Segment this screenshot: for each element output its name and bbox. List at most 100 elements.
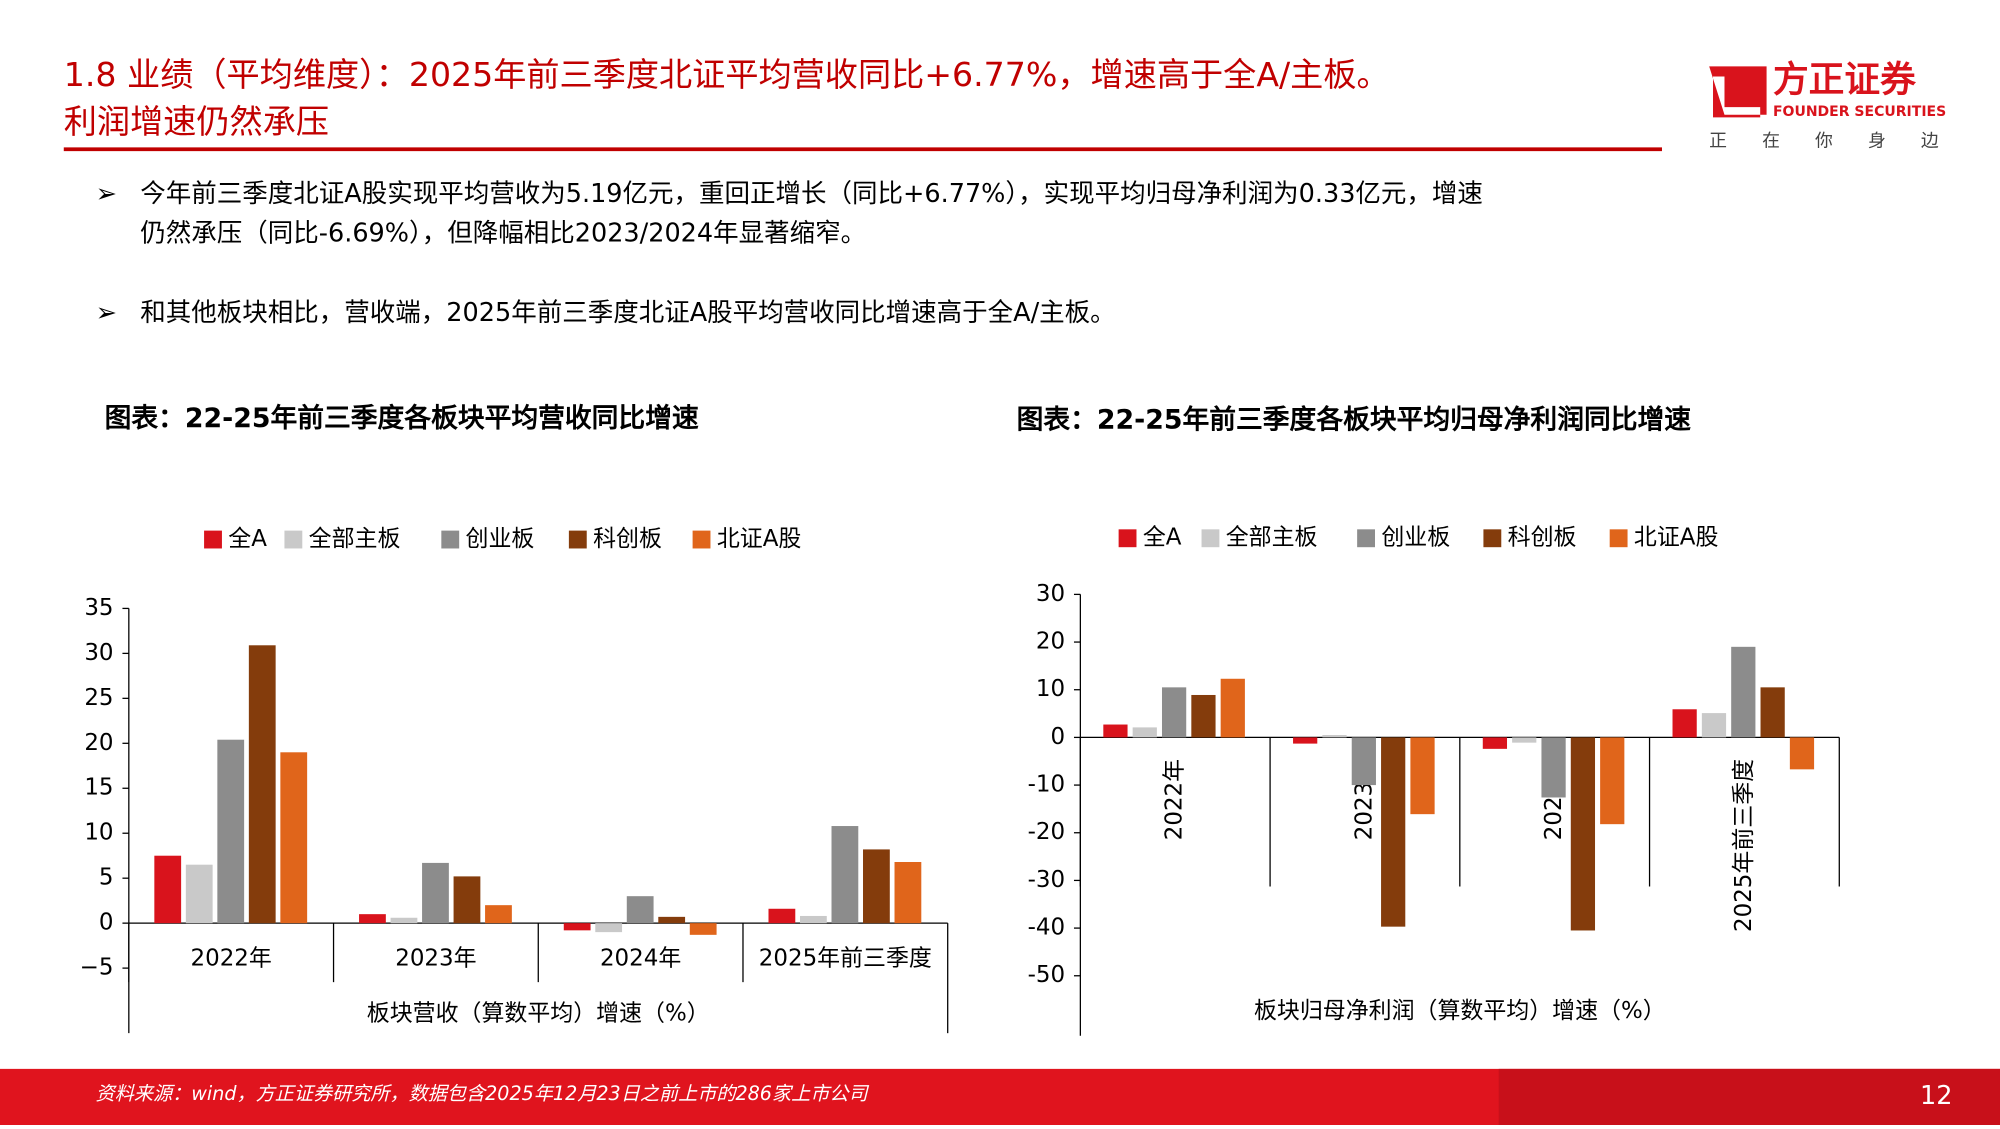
legend-swatch — [1483, 529, 1502, 548]
source: 资料来源：wind，方正证券研究所，数据包含2025年12月23日之前上市的28… — [96, 1082, 870, 1105]
legend-swatch — [1201, 529, 1220, 548]
legend-swatch — [204, 530, 222, 549]
x-tick-label: 2023年 — [395, 946, 476, 972]
bar — [626, 896, 654, 924]
bar — [800, 915, 827, 924]
bar — [595, 923, 623, 933]
bullet-icon: ➢ — [96, 179, 117, 209]
bar — [1322, 735, 1347, 738]
legend-swatch — [1609, 529, 1628, 548]
bar — [768, 908, 796, 924]
bar — [1351, 737, 1376, 786]
x-tick-label: 2025年前三季度 — [1731, 759, 1757, 932]
bar — [390, 917, 418, 924]
bar — [563, 923, 591, 931]
x-axis-title: 板块归母净利润（算数平均）增速（%） — [1254, 998, 1666, 1024]
bar — [1482, 737, 1508, 749]
bar — [422, 862, 449, 924]
logo-en: FOUNDER SECURITIES — [1773, 104, 1946, 120]
bar — [1701, 713, 1727, 738]
title: 利润增速仍然承压 — [64, 102, 329, 141]
y-tick-label: 15 — [84, 775, 113, 801]
bar — [1191, 694, 1216, 738]
x-tick-label: 2022年 — [1162, 759, 1188, 840]
y-tick-label: 10 — [1036, 676, 1065, 702]
y-tick-label: 20 — [84, 730, 113, 756]
bar — [1600, 737, 1625, 825]
logo: 方正证券 — [1773, 60, 1916, 101]
page-number: 12 — [1920, 1081, 1952, 1111]
legend-label: 全部主板 — [309, 526, 401, 552]
y-tick-label: -10 — [1028, 772, 1065, 798]
bar — [453, 876, 481, 924]
title: 1.8 业绩（平均维度）：2025年前三季度北证平均营收同比+6.77%，增速高… — [64, 55, 1390, 94]
chart-title: 图表：22-25年前三季度各板块平均营收同比增速 — [105, 402, 699, 434]
y-tick-label: 35 — [84, 595, 113, 621]
legend-label: 创业板 — [1381, 525, 1450, 551]
bar — [1293, 737, 1318, 744]
bar — [185, 864, 213, 924]
y-tick-label: 25 — [84, 685, 113, 711]
bar — [863, 849, 890, 924]
legend-label: 科创板 — [1508, 525, 1577, 551]
x-tick-label: 2024年 — [600, 946, 681, 972]
bar — [1731, 646, 1756, 738]
bar — [658, 916, 686, 924]
logo-icon — [1709, 66, 1767, 118]
bar — [894, 862, 922, 924]
legend-swatch — [1118, 529, 1137, 548]
bar — [1789, 737, 1815, 770]
bullet: 仍然承压（同比-6.69%），但降幅相比2023/2024年显著缩窄。 — [140, 219, 866, 249]
bar — [154, 855, 182, 924]
legend-label: 全A — [1143, 525, 1182, 551]
x-axis-title: 板块营收（算数平均）增速（%） — [367, 1001, 710, 1027]
footer-bar — [1498, 1068, 2000, 1125]
bar — [1570, 737, 1596, 931]
chart-title: 图表：22-25年前三季度各板块平均归母净利润同比增速 — [1017, 403, 1692, 435]
bar — [1161, 687, 1187, 738]
y-tick-label: 30 — [84, 640, 113, 666]
bullet-icon: ➢ — [96, 298, 117, 328]
legend-swatch — [1357, 529, 1375, 548]
bar — [1220, 678, 1245, 738]
bullet: 和其他板块相比，营收端，2025年前三季度北证A股平均营收同比增速高于全A/主板… — [140, 298, 1115, 328]
legend-label: 北证A股 — [1634, 525, 1719, 551]
legend-swatch — [441, 530, 460, 549]
bar — [689, 923, 717, 935]
legend-swatch — [692, 530, 711, 549]
y-tick-label: 10 — [84, 820, 113, 846]
legend-swatch — [568, 530, 587, 549]
y-tick-label: -40 — [1028, 915, 1065, 941]
bar — [1381, 737, 1406, 927]
bar — [1541, 737, 1566, 798]
bar — [1760, 687, 1785, 738]
bar — [1410, 737, 1435, 815]
legend-label: 全部主板 — [1226, 525, 1318, 551]
bar — [1672, 709, 1697, 738]
y-tick-label: 5 — [99, 865, 114, 891]
slogan: 正 在 你 身 边 — [1709, 131, 1939, 152]
y-tick-label: -50 — [1028, 962, 1065, 988]
legend-label: 科创板 — [593, 526, 662, 552]
bullet: 今年前三季度北证A股实现平均营收为5.19亿元，重回正增长（同比+6.77%），… — [140, 179, 1483, 209]
y-tick-label: 20 — [1036, 629, 1065, 655]
bar — [831, 826, 859, 924]
legend-label: 北证A股 — [717, 526, 802, 552]
bar — [485, 905, 512, 924]
x-tick-label: 2022年 — [191, 946, 272, 972]
bar — [217, 739, 245, 924]
bar — [1132, 727, 1157, 738]
legend-label: 全A — [228, 526, 267, 552]
x-tick-label: 2025年前三季度 — [759, 946, 932, 972]
bar — [248, 645, 276, 924]
bar — [280, 752, 308, 924]
y-tick-label: 0 — [1050, 724, 1065, 750]
bar — [1103, 724, 1128, 738]
bar — [359, 914, 386, 924]
y-tick-label: -30 — [1028, 867, 1065, 893]
y-tick-label: 30 — [1036, 581, 1065, 607]
y-tick-label: −5 — [80, 955, 114, 981]
y-tick-label: -20 — [1028, 819, 1065, 845]
